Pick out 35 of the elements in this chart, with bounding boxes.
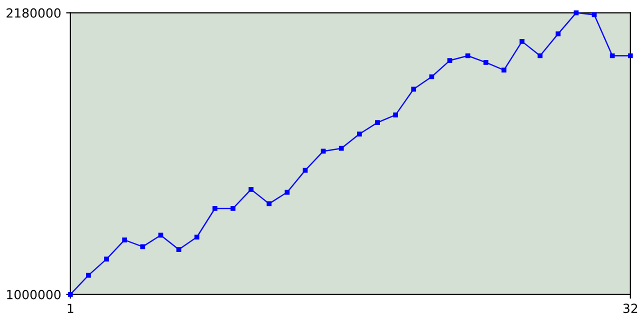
- point: [429, 74, 434, 80]
- point: [592, 12, 597, 18]
- point: [447, 58, 452, 63]
- point: [212, 206, 218, 211]
- point: [411, 86, 416, 92]
- point: [393, 112, 398, 118]
- point: [538, 53, 543, 58]
- point: [122, 238, 128, 242]
- y-tick-label: 1000000: [7, 290, 61, 300]
- point: [158, 232, 164, 238]
- point: [176, 247, 182, 252]
- point: [520, 39, 524, 44]
- y-tick-label: 2180000: [6, 8, 61, 18]
- point: [230, 206, 236, 211]
- point: [338, 146, 344, 151]
- point: [302, 168, 308, 173]
- point: [628, 53, 633, 58]
- point: [357, 132, 362, 136]
- x-tick-label: 32: [623, 304, 638, 314]
- point: [556, 31, 561, 36]
- point: [610, 53, 615, 58]
- x-tick-label: 1: [68, 304, 74, 313]
- point: [194, 234, 200, 240]
- point: [248, 186, 254, 192]
- point: [104, 256, 109, 262]
- point: [320, 148, 326, 154]
- point: [502, 68, 506, 73]
- point: [483, 60, 488, 65]
- point: [86, 272, 91, 278]
- point: [266, 201, 272, 206]
- point: [465, 53, 470, 58]
- point: [375, 120, 380, 126]
- point: [284, 190, 290, 195]
- point: [574, 10, 579, 16]
- point: [140, 244, 146, 250]
